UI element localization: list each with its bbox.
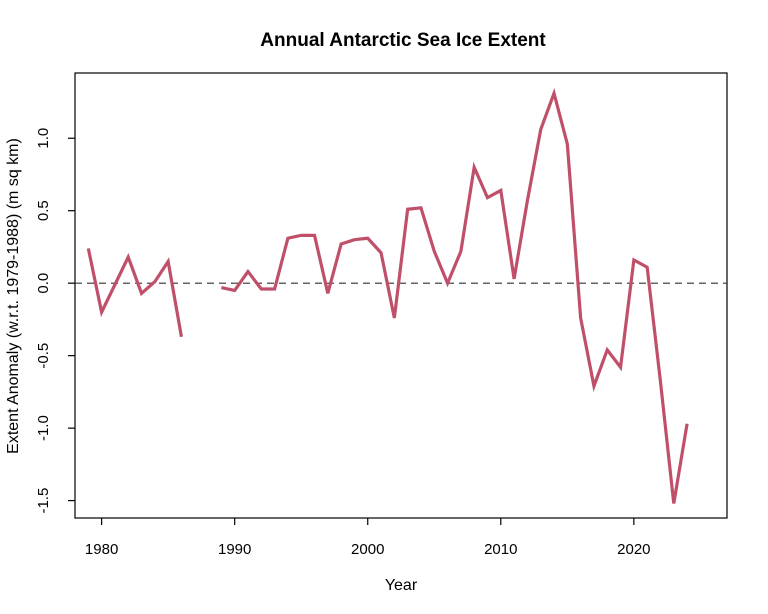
y-axis-label: Extent Anomaly (w.r.t. 1979-1988) (m sq … [5, 138, 22, 454]
series-layer [86, 87, 689, 504]
series-line-segment [86, 248, 184, 338]
x-tick-label: 2000 [351, 541, 384, 558]
y-axis: -1.5 -1.0 -0.5 0.0 0.5 1.0 [35, 128, 75, 514]
x-axis: 1980 1990 2000 2010 2020 [85, 518, 651, 558]
plot-frame [74, 72, 728, 519]
x-tick-label: 2010 [484, 541, 517, 558]
x-tick-label: 1990 [218, 541, 251, 558]
x-axis-label: Year [385, 577, 418, 594]
series-line-segment [221, 87, 689, 504]
y-tick-label: 0.0 [35, 273, 52, 294]
y-tick-label: -0.5 [35, 343, 52, 369]
x-tick-label: 1980 [85, 541, 118, 558]
y-tick-label: 0.5 [35, 200, 52, 221]
y-tick-label: 1.0 [35, 128, 52, 149]
chart-title: Annual Antarctic Sea Ice Extent [260, 30, 546, 51]
y-tick-label: -1.0 [35, 415, 52, 441]
x-tick-label: 2020 [617, 541, 650, 558]
y-tick-label: -1.5 [35, 488, 52, 514]
